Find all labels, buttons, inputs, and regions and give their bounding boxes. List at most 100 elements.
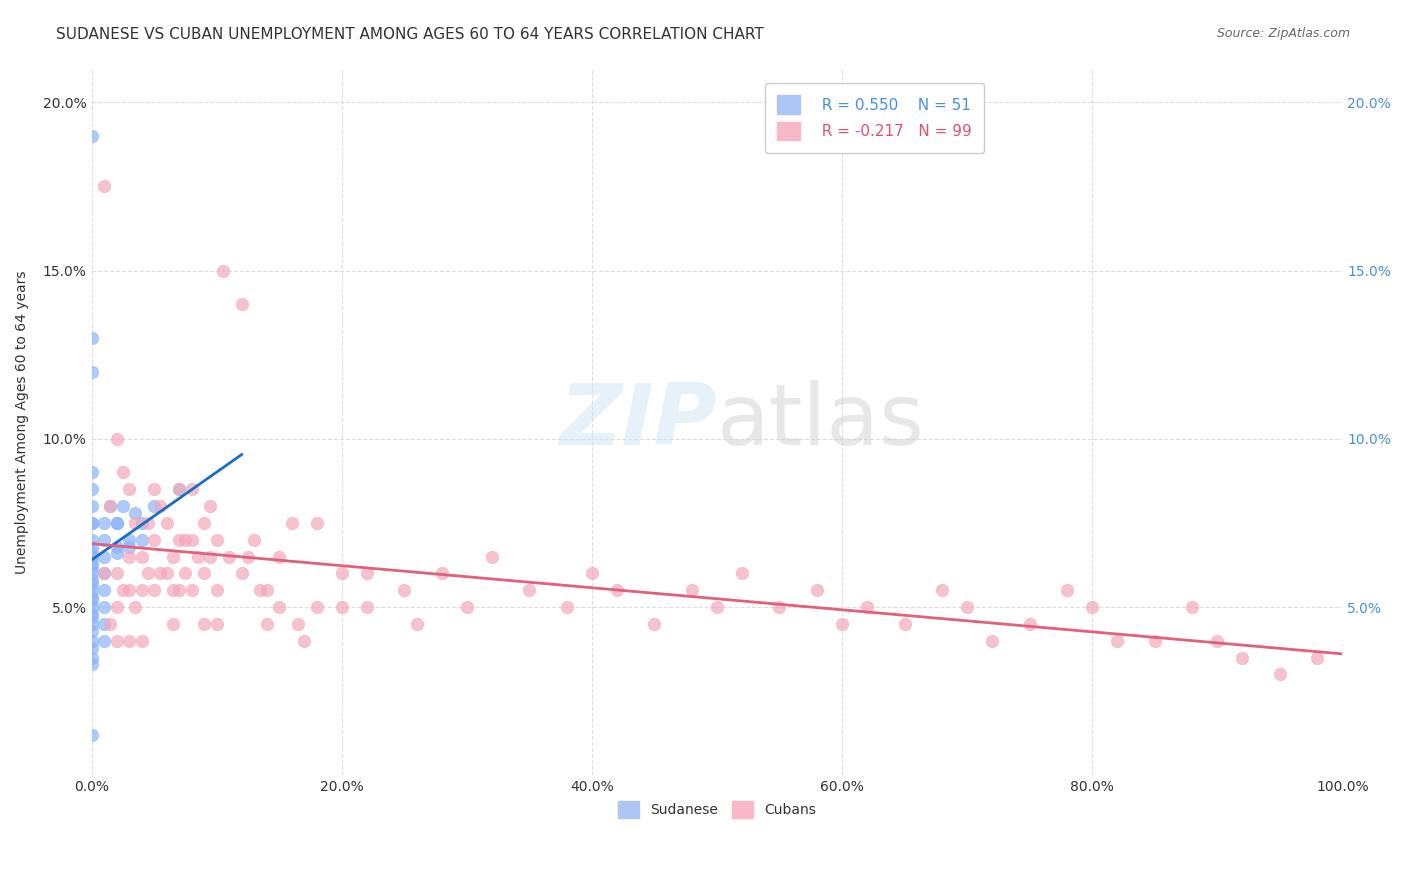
Point [243,533,266,547]
Point [124,506,146,520]
Point [405,617,427,632]
Point [118,540,141,554]
Point [105,540,128,554]
Point [205,533,228,547]
Point [93,516,115,530]
Point [80,583,103,598]
Point [143,483,166,497]
Point [931,583,953,598]
Point [100,617,122,632]
Point [131,583,153,598]
Point [200,499,222,513]
Point [80,533,103,547]
Point [893,617,915,632]
Point [80,624,103,638]
Legend: Sudanese, Cubans: Sudanese, Cubans [612,794,823,825]
Point [481,549,503,564]
Point [231,297,253,311]
Text: SUDANESE VS CUBAN UNEMPLOYMENT AMONG AGES 60 TO 64 YEARS CORRELATION CHART: SUDANESE VS CUBAN UNEMPLOYMENT AMONG AGE… [56,27,763,42]
Point [80,728,103,742]
Point [681,583,703,598]
Point [131,533,153,547]
Point [193,617,215,632]
Point [156,516,179,530]
Point [131,633,153,648]
Point [1107,633,1129,648]
Point [205,583,228,598]
Point [80,590,103,604]
Point [105,546,128,560]
Point [80,364,103,378]
Point [80,573,103,587]
Point [768,600,790,615]
Point [643,617,665,632]
Point [356,566,378,581]
Point [80,633,103,648]
Point [193,516,215,530]
Point [218,549,240,564]
Text: atlas: atlas [717,381,925,464]
Point [143,583,166,598]
Point [287,617,309,632]
Point [143,499,166,513]
Point [80,516,103,530]
Point [118,533,141,547]
Point [80,331,103,345]
Point [180,533,202,547]
Point [981,633,1004,648]
Point [80,610,103,624]
Point [806,583,828,598]
Point [205,617,228,632]
Point [118,633,141,648]
Point [606,583,628,598]
Point [118,583,141,598]
Text: ZIP: ZIP [560,381,717,464]
Point [80,516,103,530]
Point [249,583,271,598]
Point [93,549,115,564]
Point [118,549,141,564]
Point [292,633,315,648]
Point [356,600,378,615]
Point [149,499,172,513]
Point [1181,600,1204,615]
Point [80,540,103,554]
Point [111,499,134,513]
Point [131,516,153,530]
Point [517,583,540,598]
Point [111,466,134,480]
Point [93,617,115,632]
Point [105,516,128,530]
Point [136,566,159,581]
Point [174,533,197,547]
Point [118,483,141,497]
Point [193,566,215,581]
Point [100,499,122,513]
Point [105,516,128,530]
Point [156,566,179,581]
Point [856,600,879,615]
Point [256,617,278,632]
Point [80,483,103,497]
Point [330,566,353,581]
Point [80,546,103,560]
Point [305,600,328,615]
Point [100,499,122,513]
Point [149,566,172,581]
Point [167,483,190,497]
Point [831,617,853,632]
Point [187,549,209,564]
Point [167,533,190,547]
Point [555,600,578,615]
Point [456,600,478,615]
Point [105,566,128,581]
Point [1306,650,1329,665]
Point [1232,650,1254,665]
Text: Source: ZipAtlas.com: Source: ZipAtlas.com [1216,27,1350,40]
Point [167,583,190,598]
Point [80,576,103,591]
Point [80,657,103,672]
Point [93,633,115,648]
Point [1206,633,1229,648]
Point [269,549,291,564]
